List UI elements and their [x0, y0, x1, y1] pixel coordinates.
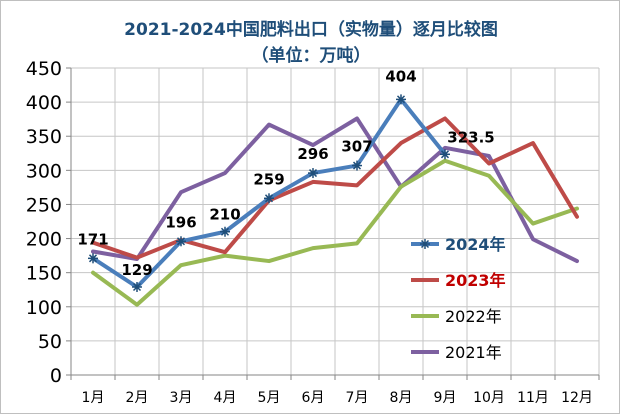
- x-tick-label: 4月: [214, 390, 237, 406]
- legend: 2024年 2023年 2022年 2021年: [411, 235, 506, 362]
- y-tick-label: 150: [26, 263, 62, 285]
- y-tick-label: 400: [26, 92, 62, 114]
- y-tick-label: 350: [26, 126, 62, 148]
- y-tick-label: 100: [26, 297, 62, 319]
- series-line: [91, 116, 579, 260]
- legend-item: 2024年: [411, 235, 506, 254]
- x-tick-label: 2月: [126, 390, 149, 406]
- data-label: 129: [121, 261, 152, 279]
- x-tick-label: 5月: [258, 390, 281, 406]
- series-line: [91, 116, 579, 264]
- data-point: [352, 160, 362, 171]
- chart-title: 2021-2024中国肥料出口（实物量）逐月比较图: [124, 19, 498, 40]
- y-tick-label: 200: [26, 229, 62, 251]
- data-point: [264, 193, 274, 204]
- x-tick-label: 11月: [517, 390, 549, 406]
- chart-subtitle: （单位：万吨）: [252, 45, 371, 66]
- data-label: 259: [253, 170, 284, 188]
- y-tick-label: 250: [26, 194, 62, 216]
- data-point: [88, 253, 98, 264]
- data-labels: 171 129 196 210 259 296 307 404 323.5: [77, 67, 494, 279]
- y-tick-label: 0: [50, 365, 62, 387]
- data-point: [220, 226, 230, 237]
- x-tick-label: 10月: [473, 390, 505, 406]
- x-tick-label: 8月: [390, 390, 413, 406]
- legend-item: 2021年: [411, 343, 502, 362]
- data-label: 171: [77, 230, 108, 248]
- legend-label: 2024年: [445, 235, 506, 254]
- data-label: 196: [165, 213, 196, 231]
- data-label: 404: [385, 67, 416, 85]
- legend-label: 2021年: [445, 343, 502, 362]
- x-tick-label: 3月: [170, 390, 193, 406]
- y-tick-label: 50: [38, 331, 62, 353]
- data-point: [308, 168, 318, 179]
- y-tick-label: 300: [26, 160, 62, 182]
- x-tick-label: 9月: [434, 390, 457, 406]
- axes: 0 50 100 150 200 250 300 350 400 450 1月 2月 3月 4月 5月 6月 7…: [26, 58, 600, 406]
- series-lines: [88, 94, 579, 307]
- series-line: [91, 158, 579, 307]
- data-label: 307: [341, 138, 372, 156]
- data-point: [176, 236, 186, 247]
- legend-label: 2023年: [445, 271, 506, 290]
- data-label: 323.5: [447, 128, 494, 146]
- data-label: 296: [297, 145, 328, 163]
- y-tick-label: 450: [26, 58, 62, 80]
- data-point: [132, 281, 142, 292]
- data-point: [396, 94, 406, 105]
- data-point: [440, 149, 450, 160]
- legend-label: 2022年: [445, 307, 502, 326]
- legend-item: 2022年: [411, 307, 502, 326]
- x-tick-label: 12月: [561, 390, 593, 406]
- x-tick-label: 7月: [346, 390, 369, 406]
- legend-item: 2023年: [411, 271, 506, 290]
- x-tick-label: 1月: [82, 390, 105, 406]
- data-label: 210: [209, 206, 240, 224]
- gridlines: [71, 67, 600, 376]
- x-tick-label: 6月: [302, 390, 325, 406]
